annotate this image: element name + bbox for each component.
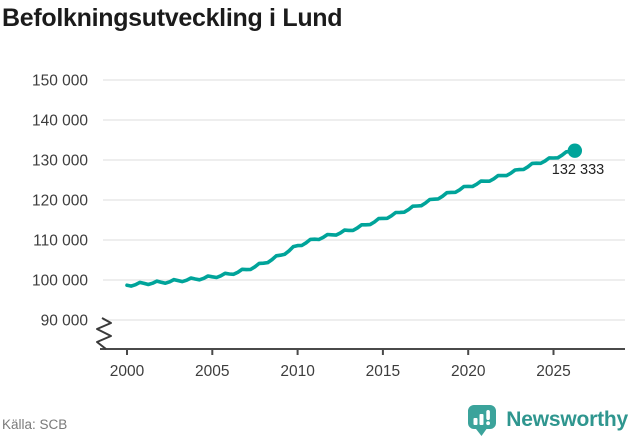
newsworthy-speech-bubble-chart-icon xyxy=(466,402,498,437)
x-tick-label: 2010 xyxy=(280,363,315,380)
y-tick-label: 130 000 xyxy=(32,153,88,170)
x-tick-label: 2025 xyxy=(536,363,570,380)
y-tick-label: 100 000 xyxy=(32,273,88,290)
latest-point-dot xyxy=(567,143,583,158)
newsworthy-wordmark: Newsworthy xyxy=(506,407,628,431)
x-tick-label: 2000 xyxy=(110,363,145,380)
x-tick-label: 2020 xyxy=(451,363,486,380)
axis-break-icon xyxy=(96,317,112,350)
y-tick-label: 90 000 xyxy=(41,313,89,330)
y-tick-label: 110 000 xyxy=(33,233,88,250)
source-caption: Källa: SCB xyxy=(2,417,68,432)
newsworthy-logo[interactable]: Newsworthy xyxy=(466,402,628,437)
x-tick-label: 2015 xyxy=(366,363,400,380)
x-tick-label: 2005 xyxy=(195,363,229,380)
latest-value-label: 132 333 xyxy=(552,162,604,178)
population-line xyxy=(125,148,577,288)
y-tick-label: 120 000 xyxy=(32,193,88,210)
y-tick-label: 150 000 xyxy=(32,73,88,90)
y-tick-label: 140 000 xyxy=(32,113,88,130)
page-title: Befolkningsutveckling i Lund xyxy=(2,4,343,32)
